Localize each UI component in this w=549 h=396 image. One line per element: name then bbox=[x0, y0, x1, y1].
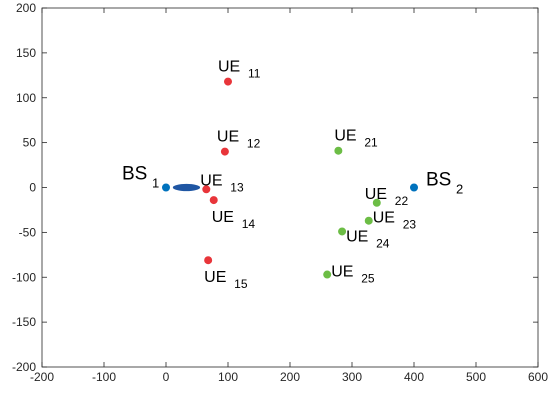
ue-point-cluster2 bbox=[333, 145, 344, 156]
y-tick-label: -50 bbox=[19, 225, 37, 239]
base-station-subscript: 2 bbox=[456, 182, 463, 197]
x-tick-label: 400 bbox=[404, 370, 424, 384]
base-station-label: BS bbox=[426, 170, 451, 191]
point-label: UE bbox=[334, 128, 356, 145]
point-label-subscript: 21 bbox=[364, 136, 378, 150]
point-label-subscript: 25 bbox=[361, 272, 375, 286]
ue-point-cluster2 bbox=[336, 226, 348, 237]
ue-point-cluster1 bbox=[201, 184, 212, 195]
x-tick-label: -200 bbox=[30, 370, 54, 384]
point-label-subscript: 11 bbox=[248, 67, 261, 81]
base-station-point bbox=[160, 182, 172, 193]
x-tick-label: -100 bbox=[92, 370, 116, 384]
ue-point-cluster2 bbox=[322, 269, 333, 280]
point-label: UE bbox=[212, 209, 234, 226]
plot-area bbox=[41, 7, 539, 368]
point-label: UE bbox=[365, 186, 387, 203]
ue-point-cluster1 bbox=[222, 76, 234, 87]
point-label-subscript: 12 bbox=[247, 137, 261, 151]
point-label: UE bbox=[217, 129, 239, 146]
y-tick-label: 100 bbox=[16, 91, 36, 105]
base-station-subscript: 1 bbox=[152, 176, 159, 191]
ue-point-cluster1 bbox=[219, 146, 231, 157]
x-tick-label: 200 bbox=[280, 370, 300, 384]
ue-point-cluster1 bbox=[208, 194, 219, 206]
y-tick-label: 200 bbox=[16, 1, 36, 15]
point-label-subscript: 24 bbox=[376, 236, 390, 250]
base-station-label: BS bbox=[122, 164, 147, 185]
point-label: UE bbox=[331, 264, 353, 281]
ue-point-cluster1 bbox=[202, 254, 214, 266]
point-label-subscript: 14 bbox=[242, 217, 256, 231]
point-label: UE bbox=[218, 59, 240, 76]
y-tick-label: -100 bbox=[12, 270, 36, 284]
y-tick-label: 0 bbox=[29, 181, 36, 195]
axis-ticks: -200 -100 0 100 200 300 400 500 600200150100500-… bbox=[12, 1, 548, 384]
ue-point-cluster2 bbox=[371, 197, 382, 208]
beam-ellipse bbox=[172, 183, 201, 192]
base-station-point bbox=[408, 182, 420, 193]
x-tick-label: 500 bbox=[466, 370, 486, 384]
point-label-subscript: 23 bbox=[403, 218, 417, 232]
point-label-subscript: 13 bbox=[230, 180, 244, 194]
x-tick-label: 300 bbox=[342, 370, 362, 384]
y-tick-label: -200 bbox=[12, 360, 36, 374]
point-label-subscript: 15 bbox=[234, 277, 248, 291]
point-label: UE bbox=[200, 172, 222, 189]
point-label: UE bbox=[373, 210, 395, 227]
point-label: UE bbox=[204, 269, 226, 286]
points-layer bbox=[160, 76, 420, 280]
x-tick-label: 0 bbox=[163, 370, 170, 384]
y-tick-label: -150 bbox=[12, 315, 36, 329]
ue-point-cluster2 bbox=[363, 215, 374, 226]
point-label-subscript: 22 bbox=[395, 194, 409, 208]
y-tick-label: 150 bbox=[16, 46, 36, 60]
beam-layer bbox=[172, 183, 201, 192]
point-label: UE bbox=[346, 228, 368, 245]
x-tick-label: 600 bbox=[528, 370, 548, 384]
y-tick-label: 50 bbox=[23, 136, 37, 150]
x-tick-label: 100 bbox=[218, 370, 238, 384]
